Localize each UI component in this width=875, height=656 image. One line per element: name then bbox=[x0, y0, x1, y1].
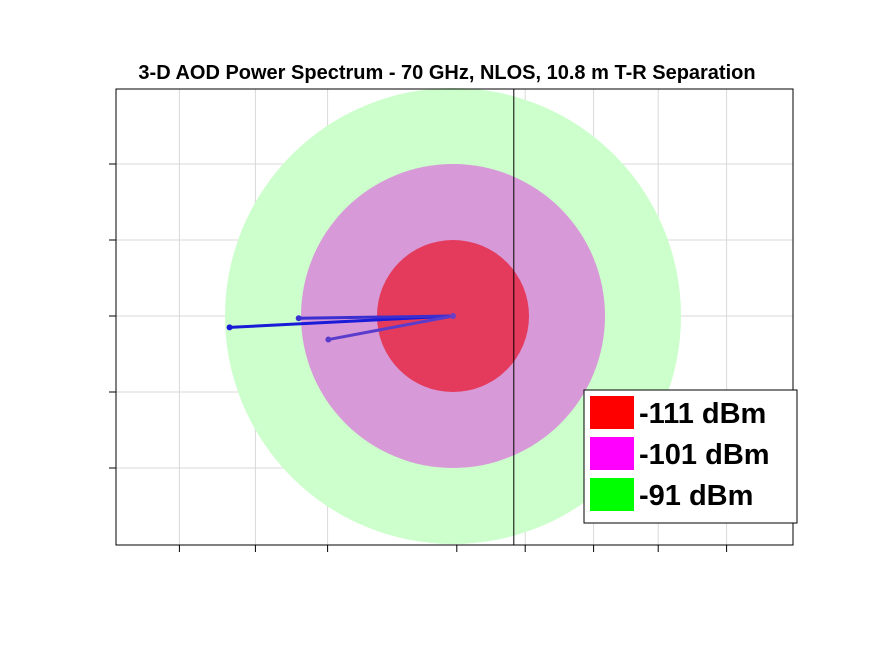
ray-2 bbox=[298, 314, 454, 320]
ray-origin-point bbox=[450, 313, 456, 319]
ray-point-1 bbox=[226, 324, 233, 331]
legend-label: -91 dBm bbox=[639, 480, 753, 512]
legend-label: -101 dBm bbox=[639, 439, 770, 471]
ray-3 bbox=[328, 314, 454, 342]
legend-swatch bbox=[590, 437, 634, 470]
legend-label: -111 dBm bbox=[639, 398, 766, 430]
chart-title: 3-D AOD Power Spectrum - 70 GHz, NLOS, 1… bbox=[138, 62, 755, 84]
plot-axes bbox=[109, 88, 794, 552]
plot-frame bbox=[115, 88, 794, 546]
power-rays bbox=[226, 313, 456, 343]
legend-swatch bbox=[590, 478, 634, 511]
ray-point-3 bbox=[325, 336, 332, 343]
legend-swatch bbox=[590, 396, 634, 429]
ray-point-2 bbox=[295, 315, 302, 322]
legend: -111 dBm -101 dBm -91 dBm bbox=[583, 389, 798, 524]
